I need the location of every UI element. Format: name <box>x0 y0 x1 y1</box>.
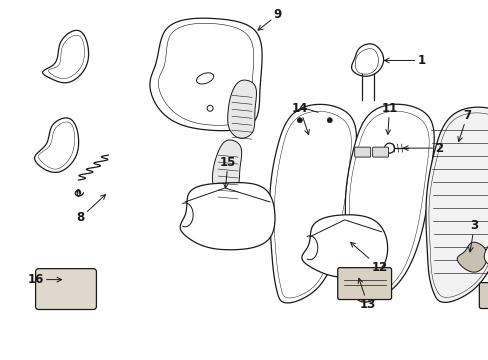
FancyBboxPatch shape <box>354 147 370 157</box>
Polygon shape <box>269 104 356 303</box>
Text: 15: 15 <box>220 156 236 188</box>
Text: 7: 7 <box>457 109 470 141</box>
Text: 12: 12 <box>350 242 387 274</box>
Text: 6: 6 <box>0 359 1 360</box>
Polygon shape <box>483 225 488 272</box>
Circle shape <box>207 105 213 111</box>
Polygon shape <box>212 140 241 198</box>
Text: 9: 9 <box>258 8 282 30</box>
Polygon shape <box>345 104 433 302</box>
Text: 3: 3 <box>468 219 477 252</box>
Text: 2: 2 <box>403 141 443 155</box>
Polygon shape <box>351 44 383 76</box>
Polygon shape <box>42 30 88 83</box>
FancyBboxPatch shape <box>337 268 391 300</box>
Circle shape <box>297 118 302 123</box>
Polygon shape <box>425 107 488 302</box>
FancyBboxPatch shape <box>478 283 488 309</box>
Polygon shape <box>150 18 262 131</box>
Polygon shape <box>301 215 387 278</box>
Text: 13: 13 <box>357 278 375 311</box>
Text: 14: 14 <box>291 102 309 135</box>
Text: 11: 11 <box>381 102 397 134</box>
Circle shape <box>384 143 394 153</box>
Text: 10: 10 <box>0 359 1 360</box>
Circle shape <box>326 118 331 123</box>
Polygon shape <box>180 183 274 250</box>
FancyBboxPatch shape <box>372 147 388 157</box>
Text: 8: 8 <box>76 195 105 224</box>
Ellipse shape <box>196 73 213 84</box>
FancyBboxPatch shape <box>36 269 96 310</box>
Text: 16: 16 <box>27 273 61 286</box>
Text: 4: 4 <box>0 359 1 360</box>
Polygon shape <box>35 118 79 172</box>
Text: 5: 5 <box>0 359 1 360</box>
Text: 1: 1 <box>384 54 425 67</box>
Polygon shape <box>227 80 256 138</box>
Polygon shape <box>456 242 486 272</box>
